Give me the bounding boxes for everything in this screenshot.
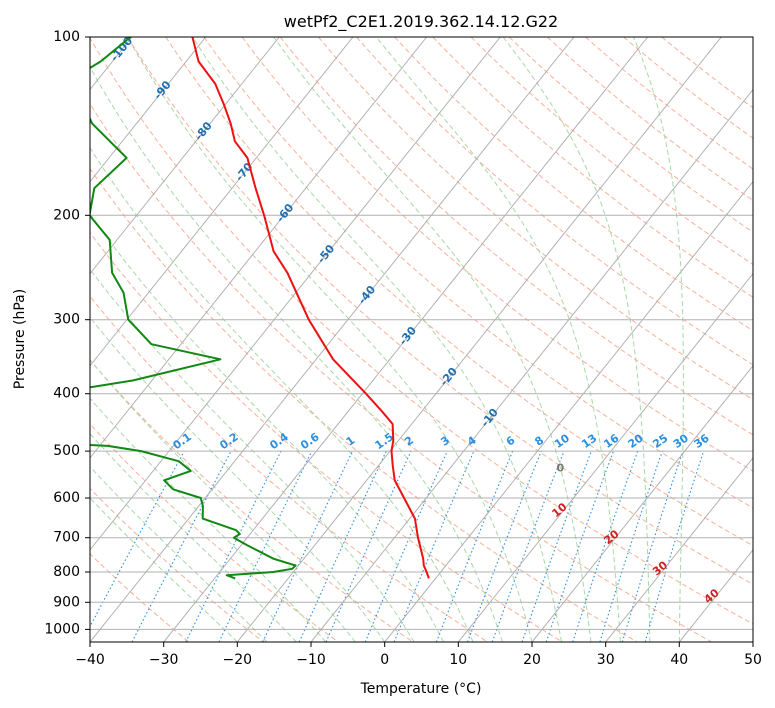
x-tick-label: 30	[597, 652, 615, 668]
isotherm	[90, 37, 575, 642]
dry-adiabat	[90, 103, 712, 642]
moist-adiabat	[126, 37, 533, 642]
isotherm	[457, 272, 753, 642]
x-tick-label: 0	[380, 652, 389, 668]
moist-adiabat	[90, 397, 327, 642]
isotherm	[90, 37, 207, 183]
x-tick-label: 40	[670, 652, 688, 668]
mixing-ratio-line	[364, 450, 448, 642]
x-axis-label: Temperature (°C)	[360, 681, 482, 697]
moist-adiabat	[633, 37, 684, 642]
moist-adiabat	[90, 212, 445, 642]
mixing-ratio-line	[521, 450, 592, 642]
mixing-ratio-line	[393, 450, 475, 642]
x-tick-label: −20	[223, 652, 253, 668]
y-tick-label: 300	[53, 312, 80, 328]
dry-adiabat	[90, 295, 488, 642]
dry-adiabat	[356, 37, 753, 366]
temperature-profile	[191, 37, 430, 579]
dry-adiabats	[90, 37, 753, 642]
isotherms	[90, 37, 753, 642]
dry-adiabat	[547, 37, 753, 201]
dry-adiabat	[508, 37, 753, 233]
isotherm	[90, 37, 428, 459]
isotherm	[384, 180, 753, 642]
isotherm	[605, 457, 753, 642]
dry-adiabat	[623, 37, 753, 139]
mixing-ratio-line	[545, 450, 614, 642]
moist-adiabat	[90, 66, 503, 642]
moist-adiabat	[90, 497, 238, 642]
y-tick-label: 600	[53, 490, 80, 506]
zero-isotherm-label: 0	[556, 462, 564, 475]
x-tick-label: −10	[296, 652, 326, 668]
x-tick-label: −30	[149, 652, 179, 668]
mixing-ratio-line	[644, 450, 705, 642]
x-tick-label: 50	[744, 652, 762, 668]
isotherm	[90, 37, 354, 367]
y-tick-label: 200	[53, 207, 80, 223]
y-tick-label: 400	[53, 386, 80, 402]
moist-adiabat	[375, 37, 621, 642]
y-tick-label: 700	[53, 530, 80, 546]
mixing-ratio-line	[218, 450, 313, 642]
mixing-ratio-line	[325, 450, 412, 642]
moist-adiabat	[90, 466, 268, 642]
x-tick-label: −40	[75, 652, 105, 668]
y-axis: 100 200 300 400 500 600 700 800 900 1000	[44, 29, 90, 637]
dry-adiabat	[432, 37, 753, 298]
y-axis-label: Pressure (hPa)	[12, 289, 28, 389]
x-tick-label: 20	[523, 652, 541, 668]
y-tick-label: 100	[53, 29, 80, 45]
isotherm	[90, 37, 280, 275]
moist-adiabat	[192, 37, 562, 642]
x-axis: −40 −30 −20 −10 0 10 20 30 40 50	[75, 642, 762, 668]
moist-adiabat	[502, 37, 651, 642]
moist-adiabat	[273, 37, 592, 642]
y-tick-label: 800	[53, 564, 80, 580]
mixing-ratio-line	[572, 450, 639, 642]
mixing-ratio-line	[262, 450, 353, 642]
y-tick-label: 900	[53, 594, 80, 610]
isotherm	[531, 364, 753, 642]
y-tick-label: 1000	[44, 621, 80, 637]
pressure-gridlines	[90, 37, 753, 630]
mixing-ratio-line	[621, 450, 684, 642]
chart-title: wetPf2_C2E1.2019.362.14.12.G22	[284, 12, 558, 32]
dry-adiabat	[203, 37, 753, 509]
x-tick-label: 10	[449, 652, 467, 668]
plot-area: 0.1 0.2 0.4 0.6 1 1.5 2 3 4 6 8 10 13 16 20 25 30 36-100-…	[90, 37, 753, 642]
y-tick-label: 500	[53, 443, 80, 459]
moist-adiabat	[90, 316, 386, 642]
isotherm	[310, 88, 753, 642]
isotherm	[236, 37, 722, 642]
isotherm	[163, 37, 649, 642]
dry-adiabat	[585, 37, 753, 170]
moist-adiabat	[90, 268, 415, 642]
dry-adiabat	[90, 231, 563, 642]
plot-frame	[89, 36, 754, 643]
dry-adiabat	[127, 37, 753, 585]
mixing-ratio-line	[298, 450, 387, 642]
mixing-ratio-lines	[90, 450, 705, 642]
mixing-ratio-line	[599, 450, 663, 642]
dry-adiabat	[90, 37, 753, 625]
isotherm	[90, 37, 501, 551]
dry-adiabat	[318, 37, 753, 401]
